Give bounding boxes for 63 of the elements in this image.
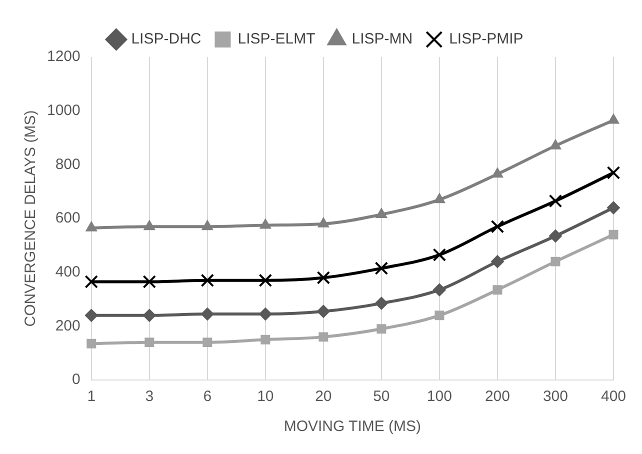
- point: [550, 256, 560, 266]
- point: [258, 274, 272, 288]
- point: [84, 308, 98, 322]
- point: [84, 275, 98, 288]
- point: [550, 139, 562, 150]
- x-tick-label: 100: [426, 388, 452, 406]
- y-tick-label: 1000: [46, 102, 80, 119]
- point: [490, 220, 504, 234]
- point: [432, 248, 446, 262]
- point: [376, 208, 388, 218]
- point: [260, 334, 270, 344]
- y-axis-title: CONVERGENCE DELAYS (MS): [22, 110, 40, 327]
- point: [606, 201, 620, 214]
- y-tick-label: 200: [55, 317, 80, 334]
- point: [200, 308, 214, 321]
- x-tick-label: 300: [542, 388, 568, 406]
- point: [548, 229, 562, 242]
- point: [608, 230, 618, 240]
- x-tick-label: 6: [203, 388, 212, 406]
- point: [202, 220, 214, 230]
- point: [374, 262, 388, 275]
- point: [260, 218, 272, 229]
- point: [86, 338, 96, 348]
- point: [86, 221, 98, 232]
- point: [492, 285, 502, 295]
- point: [548, 194, 562, 208]
- x-tick-label: 50: [373, 388, 390, 406]
- y-tick-label: 800: [55, 156, 80, 173]
- point: [318, 332, 328, 342]
- y-tick-label: 0: [72, 371, 80, 388]
- point: [144, 338, 154, 348]
- point: [606, 166, 620, 180]
- legend-label: LISP-DHC: [131, 30, 202, 48]
- y-tick-label: 400: [55, 263, 80, 280]
- point: [490, 255, 504, 268]
- point: [374, 296, 388, 310]
- legend-label: LISP-ELMT: [238, 30, 316, 48]
- x-tick-label: 3: [145, 388, 154, 406]
- point: [144, 220, 156, 230]
- x-tick-label: 400: [600, 388, 626, 406]
- point: [258, 308, 272, 321]
- legend-label: LISP-PMIP: [449, 30, 524, 48]
- x-axis-title: MOVING TIME (MS): [284, 418, 422, 436]
- point: [492, 168, 504, 178]
- point: [316, 304, 330, 318]
- x-tick-label: 1: [87, 388, 96, 406]
- legend-label: LISP-MN: [352, 30, 413, 48]
- point: [202, 338, 212, 348]
- y-tick-label: 600: [55, 210, 80, 227]
- x-tick-label: 10: [257, 388, 274, 406]
- x-tick-label: 200: [484, 388, 510, 406]
- point: [434, 310, 444, 320]
- point: [200, 274, 214, 288]
- x-tick-label: 20: [315, 388, 332, 406]
- point: [142, 308, 156, 322]
- point: [608, 114, 620, 124]
- point: [318, 217, 330, 228]
- point: [376, 324, 386, 334]
- point: [316, 271, 330, 284]
- y-tick-label: 1200: [46, 48, 80, 66]
- point: [434, 193, 446, 204]
- point: [432, 283, 446, 296]
- point: [142, 275, 156, 288]
